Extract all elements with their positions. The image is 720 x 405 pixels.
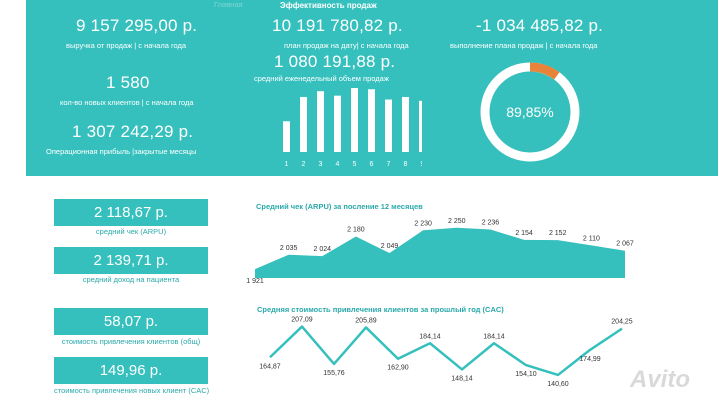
weekly-bar bbox=[385, 99, 392, 152]
weekly-bar bbox=[351, 88, 358, 152]
weekly-value: 1 080 191,88 р. bbox=[274, 52, 396, 71]
weekly-bar bbox=[300, 96, 307, 152]
arpu-box: 2 118,67 р. bbox=[54, 199, 208, 226]
completion-percent: 89,85% bbox=[506, 104, 554, 120]
arpu-data-label: 2 049 bbox=[381, 243, 399, 250]
revenue-value: 9 157 295,00 р. bbox=[76, 16, 198, 35]
plan-value: 10 191 780,82 р. bbox=[272, 16, 403, 35]
arpu-data-label: 2 230 bbox=[414, 220, 432, 227]
donut-remaining-arc bbox=[529, 62, 560, 80]
cac-data-label: 205,89 bbox=[355, 317, 377, 324]
weekly-bar-tick: 7 bbox=[387, 161, 391, 168]
weekly-bar-tick: 5 bbox=[353, 161, 357, 168]
arpu-label: средний чек (ARPU) bbox=[95, 227, 167, 236]
cac-line-chart: 164,87 207,09 155,76 205,89 162,90 184,14 148,… bbox=[259, 317, 633, 388]
arpu-data-label: 2 035 bbox=[280, 245, 298, 252]
cac-data-label: 154,10 bbox=[515, 371, 537, 378]
cac-data-label: 207,09 bbox=[291, 317, 313, 324]
arpu-area-chart: 1 921 2 035 2 024 2 180 2 049 2 230 2 250 2 236… bbox=[246, 218, 634, 285]
arpu-area bbox=[255, 227, 625, 278]
profit-label: Операционная прибыль |закрытые месяцы bbox=[46, 147, 197, 156]
cac-data-label: 162,90 bbox=[387, 365, 409, 372]
weekly-bar-tick: 1 bbox=[285, 161, 289, 168]
cac-data-label: 164,87 bbox=[259, 363, 281, 370]
cac-label: стоимость привлечения новых клиент (CAC) bbox=[54, 386, 210, 395]
deviation-label: выполнение плана продаж | с начала года bbox=[450, 41, 598, 50]
weekly-bar bbox=[368, 89, 375, 152]
revenue-per-patient-label: средний доход на пациента bbox=[82, 275, 180, 284]
avito-watermark: Avito bbox=[630, 366, 690, 393]
arpu-data-label: 2 154 bbox=[515, 230, 533, 237]
weekly-bar bbox=[283, 121, 290, 152]
weekly-bar-tick: 2 bbox=[302, 161, 306, 168]
cac-line bbox=[269, 325, 623, 377]
weekly-bar-tick: 6 bbox=[370, 161, 374, 168]
arpu-data-label: 2 152 bbox=[549, 230, 567, 237]
new-clients-label: кол-во новых клиентов | с начала года bbox=[60, 98, 194, 107]
cac-data-label: 204,25 bbox=[611, 319, 633, 326]
plan-label: план продаж на дату| с начала года bbox=[284, 41, 409, 50]
cac-data-label: 140,60 bbox=[547, 381, 569, 388]
dashboard-title: Эффективность продаж bbox=[280, 1, 377, 10]
arpu-data-label: 2 067 bbox=[616, 241, 634, 248]
cac-data-label: 155,76 bbox=[323, 370, 345, 377]
weekly-bar-tick: 9 bbox=[421, 161, 422, 168]
weekly-bar bbox=[334, 95, 341, 152]
plan-completion-donut bbox=[480, 62, 580, 162]
cac-chart-title: Средняя стоимость привлечения клиентов з… bbox=[257, 305, 504, 314]
deviation-value: -1 034 485,82 р. bbox=[476, 16, 604, 35]
cac-data-label: 148,14 bbox=[451, 375, 473, 382]
profit-value: 1 307 242,29 р. bbox=[72, 122, 194, 141]
new-clients-value: 1 580 bbox=[106, 73, 150, 92]
acquisition-cost-box: 58,07 р. bbox=[54, 308, 208, 335]
weekly-bar-tick: 3 bbox=[319, 161, 323, 168]
arpu-data-label: 2 110 bbox=[583, 235, 600, 242]
acquisition-cost-label: стоимость привлечения клиентов (общ) bbox=[61, 337, 201, 346]
arpu-data-label: 2 024 bbox=[314, 246, 332, 253]
weekly-bar-chart: 1 2 3 4 5 6 7 8 9 bbox=[283, 88, 422, 168]
revenue-label: выручка от продаж | с начала года bbox=[66, 41, 187, 50]
cac-data-label: 174,99 bbox=[579, 356, 601, 363]
weekly-label: средний еженедельный объем продаж bbox=[254, 74, 389, 83]
arpu-data-label: 2 250 bbox=[448, 218, 466, 225]
kpi-panel: Главная Эффективность продаж 9 157 295,0… bbox=[26, 0, 718, 176]
weekly-bar-tick: 4 bbox=[336, 161, 340, 168]
weekly-bar bbox=[317, 91, 324, 152]
cac-data-label: 184,14 bbox=[483, 333, 505, 340]
weekly-bar bbox=[402, 96, 409, 152]
weekly-bar-tick: 8 bbox=[404, 161, 408, 168]
cac-box: 149,96 р. bbox=[54, 357, 208, 384]
arpu-data-label: 2 236 bbox=[482, 220, 500, 227]
revenue-per-patient-box: 2 139,71 р. bbox=[54, 247, 208, 274]
arpu-data-label: 2 180 bbox=[347, 227, 365, 234]
weekly-bar bbox=[419, 100, 422, 152]
cac-data-label: 184,14 bbox=[419, 333, 441, 340]
arpu-chart-title: Средний чек (ARPU) за послениe 12 месяце… bbox=[256, 202, 423, 211]
home-tab[interactable]: Главная bbox=[214, 0, 243, 9]
arpu-data-label: 1 921 bbox=[246, 278, 264, 285]
